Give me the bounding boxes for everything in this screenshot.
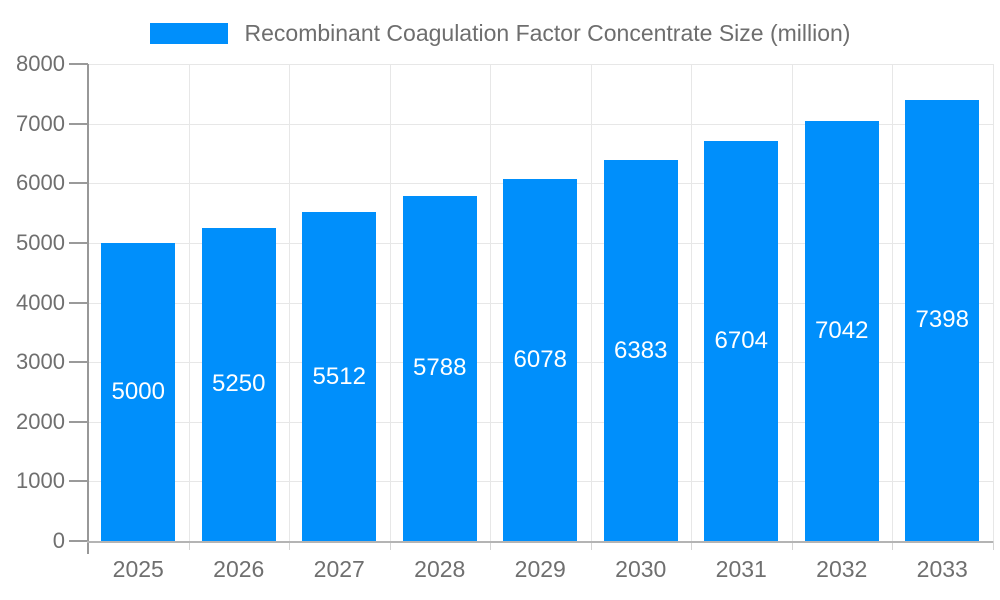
x-axis-line <box>87 541 993 543</box>
bar[interactable]: 5250 <box>201 227 276 541</box>
y-axis-tick <box>69 122 88 125</box>
y-axis-tick <box>69 420 88 423</box>
y-axis-tick <box>69 182 88 185</box>
v-gridline <box>992 64 994 541</box>
bar-value-label: 5788 <box>413 354 467 382</box>
bar-value-label: 7398 <box>915 306 969 334</box>
v-gridline <box>289 64 290 541</box>
y-tick-label: 2000 <box>16 408 65 434</box>
x-tick-label: 2033 <box>916 556 968 582</box>
x-tick-label: 2026 <box>213 556 265 582</box>
x-axis-tick <box>992 541 994 550</box>
x-tick-label: 2030 <box>615 556 667 582</box>
x-tick-label: 2027 <box>313 556 365 582</box>
v-gridline <box>691 64 692 541</box>
h-gridline <box>88 123 993 125</box>
h-gridline <box>88 64 993 65</box>
v-gridline <box>188 64 190 541</box>
bar[interactable]: 5512 <box>302 212 377 541</box>
v-gridline <box>791 64 793 541</box>
legend-item[interactable]: Recombinant Coagulation Factor Concentra… <box>149 20 851 47</box>
bar[interactable]: 5000 <box>101 242 176 541</box>
y-tick-label: 4000 <box>16 289 65 315</box>
x-axis-tick <box>691 541 692 550</box>
y-axis-tick <box>69 63 88 65</box>
bar-value-label: 5250 <box>212 370 266 398</box>
y-tick-label: 8000 <box>16 51 65 76</box>
bar-value-label: 6078 <box>513 345 567 373</box>
y-axis-tick <box>69 361 88 364</box>
bar[interactable]: 6704 <box>704 141 779 541</box>
bar-value-label: 6383 <box>614 336 668 364</box>
x-axis-tick <box>590 541 592 550</box>
bar-value-label: 5512 <box>312 362 366 390</box>
y-axis-tick <box>69 241 88 244</box>
bar-value-label: 6704 <box>714 327 768 355</box>
y-tick-label: 0 <box>52 528 65 553</box>
x-axis-tick <box>892 541 893 550</box>
x-tick-label: 2028 <box>414 556 466 582</box>
v-gridline <box>590 64 592 541</box>
legend: Recombinant Coagulation Factor Concentra… <box>0 20 1000 47</box>
v-gridline <box>490 64 491 541</box>
x-tick-label: 2032 <box>816 556 868 582</box>
y-axis-tick <box>69 540 88 542</box>
y-axis-tick <box>69 480 88 483</box>
x-tick-label: 2025 <box>112 556 164 582</box>
y-tick-label: 1000 <box>16 468 65 494</box>
bar-value-label: 7042 <box>815 317 869 345</box>
x-tick-label: 2029 <box>514 556 566 582</box>
bar[interactable]: 7398 <box>905 99 980 541</box>
v-gridline <box>892 64 893 541</box>
bar[interactable]: 6078 <box>503 178 578 541</box>
y-axis-line <box>87 64 89 554</box>
x-axis-tick <box>791 541 793 550</box>
y-tick-label: 6000 <box>16 170 65 196</box>
x-tick-label: 2031 <box>715 556 767 582</box>
legend-marker-swatch <box>149 23 228 44</box>
legend-label: Recombinant Coagulation Factor Concentra… <box>244 20 851 46</box>
bar[interactable]: 6383 <box>603 160 678 541</box>
x-axis-tick <box>188 541 190 550</box>
x-axis-tick <box>389 541 391 550</box>
y-axis-tick <box>69 301 88 304</box>
bar-value-label: 5000 <box>111 377 165 405</box>
bar[interactable]: 7042 <box>804 121 879 541</box>
bar[interactable]: 5788 <box>402 195 477 541</box>
y-tick-label: 7000 <box>16 110 65 136</box>
v-gridline <box>389 64 391 541</box>
x-axis-tick <box>490 541 491 550</box>
y-tick-label: 5000 <box>16 229 65 255</box>
y-tick-label: 3000 <box>16 349 65 375</box>
x-axis-tick <box>289 541 290 550</box>
